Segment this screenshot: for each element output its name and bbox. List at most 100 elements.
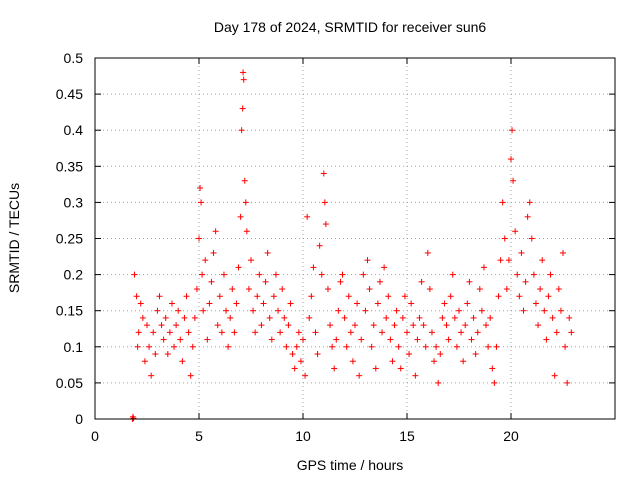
grid-lines xyxy=(95,58,615,419)
data-series-srmtid xyxy=(129,69,575,422)
data-point xyxy=(368,343,375,350)
axis-ticks xyxy=(94,57,615,420)
x-tick-label: 20 xyxy=(503,428,519,444)
data-point xyxy=(391,322,398,329)
data-point xyxy=(187,372,194,379)
data-point xyxy=(197,184,204,191)
data-point xyxy=(453,343,460,350)
x-tick-label: 0 xyxy=(91,428,99,444)
data-point xyxy=(321,199,328,206)
y-tick-label: 0.25 xyxy=(56,231,83,247)
data-point xyxy=(543,336,550,343)
data-point xyxy=(339,271,346,278)
data-point xyxy=(272,271,279,278)
data-point xyxy=(426,286,433,293)
data-point xyxy=(254,293,261,300)
data-point xyxy=(422,343,429,350)
data-point xyxy=(499,199,506,206)
data-point xyxy=(231,329,238,336)
y-tick-label: 0.4 xyxy=(64,122,84,138)
x-tick-label: 10 xyxy=(295,428,311,444)
x-axis-label: GPS time / hours xyxy=(297,457,404,473)
data-point xyxy=(524,213,531,220)
data-point xyxy=(557,307,564,314)
data-point xyxy=(352,322,358,329)
data-point xyxy=(146,343,153,350)
data-point xyxy=(516,293,523,300)
tick-labels: 0 0.05 0.1 0.15 0.2 0.25 0.3 0.35 0.4 0.45 0.5 0 5 10… xyxy=(56,50,519,444)
data-point xyxy=(374,300,381,307)
data-point xyxy=(291,365,298,372)
data-point xyxy=(168,300,175,307)
data-point xyxy=(318,271,325,278)
data-point xyxy=(347,329,354,336)
data-point xyxy=(248,257,254,264)
data-point xyxy=(364,257,371,264)
data-point xyxy=(302,372,309,379)
data-point xyxy=(183,293,190,300)
data-point xyxy=(458,329,465,336)
y-tick-label: 0.35 xyxy=(56,158,83,174)
data-point xyxy=(468,336,475,343)
data-point xyxy=(389,358,396,365)
data-point xyxy=(489,365,496,372)
data-point xyxy=(199,271,206,278)
data-point xyxy=(275,307,282,314)
y-tick-label: 0.3 xyxy=(64,194,84,210)
data-point xyxy=(385,293,392,300)
data-point xyxy=(239,105,246,112)
y-tick-label: 0.5 xyxy=(64,50,84,66)
data-point xyxy=(160,336,167,343)
data-point xyxy=(206,300,213,307)
data-point xyxy=(225,343,232,350)
data-point xyxy=(410,322,417,329)
y-tick-label: 0.05 xyxy=(56,375,83,391)
data-point xyxy=(466,278,473,285)
data-point xyxy=(433,343,440,350)
data-point xyxy=(214,322,221,329)
data-point xyxy=(240,76,247,83)
data-point xyxy=(235,264,242,271)
data-point xyxy=(360,271,367,278)
data-point xyxy=(141,358,148,365)
data-point xyxy=(223,307,230,314)
data-point xyxy=(541,307,548,314)
data-point xyxy=(431,358,438,365)
data-point xyxy=(562,343,569,350)
data-point xyxy=(470,314,477,321)
data-point xyxy=(233,300,240,307)
data-point xyxy=(568,329,575,336)
data-point xyxy=(485,343,492,350)
data-point xyxy=(408,300,415,307)
data-point xyxy=(441,300,448,307)
data-point xyxy=(505,257,512,264)
data-point xyxy=(397,365,404,372)
data-point xyxy=(416,314,423,321)
data-point xyxy=(134,343,141,350)
data-point xyxy=(514,271,521,278)
data-point xyxy=(304,213,311,220)
data-point xyxy=(289,351,296,358)
data-point xyxy=(412,372,419,379)
data-point xyxy=(509,127,516,134)
data-point xyxy=(175,307,182,314)
data-point xyxy=(487,314,494,321)
data-point xyxy=(256,271,263,278)
data-point xyxy=(266,314,273,321)
data-point xyxy=(264,249,271,256)
data-point xyxy=(150,329,157,336)
x-tick-label: 15 xyxy=(399,428,415,444)
y-tick-label: 0.2 xyxy=(64,267,84,283)
data-point xyxy=(252,329,259,336)
data-point xyxy=(171,343,178,350)
data-point xyxy=(518,249,525,256)
data-point xyxy=(343,343,350,350)
y-tick-label: 0.15 xyxy=(56,303,83,319)
data-point xyxy=(293,343,300,350)
data-point xyxy=(156,293,163,300)
data-point xyxy=(370,322,377,329)
data-point xyxy=(262,278,269,285)
data-point xyxy=(537,286,544,293)
data-point xyxy=(549,314,556,321)
data-point xyxy=(300,336,306,343)
